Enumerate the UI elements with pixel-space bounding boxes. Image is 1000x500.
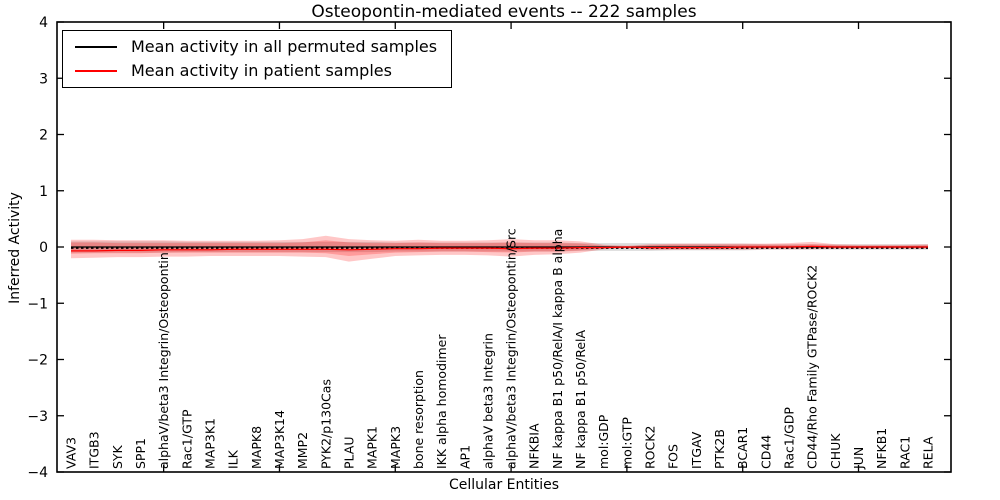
x-category-label: PLAU: [341, 437, 356, 470]
chart-title: Osteopontin-mediated events -- 222 sampl…: [311, 2, 697, 22]
y-tick-label: 3: [39, 71, 48, 87]
legend-label: Mean activity in all permuted samples: [131, 37, 438, 56]
x-category-label: BCAR1: [735, 427, 750, 469]
x-category-label: RELA: [921, 436, 936, 469]
x-category-label: NF kappa B1 p50/RelA: [573, 329, 588, 469]
x-category-label: CD44/Rho Family GTPase/ROCK2: [805, 265, 820, 469]
y-tick-label: 4: [39, 15, 48, 31]
y-tick-label: 1: [39, 184, 48, 200]
x-category-label: mol:GTP: [619, 417, 634, 469]
x-category-label: NFKB1: [874, 428, 889, 469]
legend-item-patient: Mean activity in patient samples: [75, 61, 437, 80]
legend-line-sample-black: [75, 45, 117, 48]
legend-label: Mean activity in patient samples: [131, 61, 392, 80]
x-category-label: Rac1/GTP: [179, 409, 194, 469]
x-category-label: SYK: [110, 444, 125, 469]
series-line-patient: [71, 245, 928, 252]
y-tick-label: −1: [27, 296, 48, 312]
x-category-label: bone resorption: [411, 370, 426, 469]
x-axis-label: Cellular Entities: [448, 477, 560, 493]
x-category-label: IKK alpha homodimer: [434, 334, 449, 469]
x-category-label: FOS: [666, 444, 681, 469]
x-category-label: CD44: [758, 435, 773, 469]
x-category-label: MAPK1: [365, 426, 380, 469]
y-axis-label: Inferred Activity: [7, 192, 23, 304]
x-category-label: ROCK2: [643, 426, 658, 469]
x-category-label: MMP2: [295, 432, 310, 469]
legend-item-permuted: Mean activity in all permuted samples: [75, 37, 437, 56]
x-category-label: ILK: [226, 449, 241, 469]
x-category-label: ITGB3: [87, 431, 102, 469]
x-category-label: PYK2/p130Cas: [318, 379, 333, 469]
y-tick-label: 0: [39, 240, 48, 256]
x-category-label: JUN: [851, 447, 866, 470]
y-tick-label: 2: [39, 128, 48, 144]
legend-line-sample-red: [75, 69, 117, 72]
y-tick-label: −3: [27, 409, 48, 425]
x-category-label: SPP1: [133, 438, 148, 469]
x-category-label: alphaV beta3 Integrin: [480, 333, 495, 469]
x-category-label: PTK2B: [712, 429, 727, 469]
x-category-label: MAPK8: [249, 426, 264, 469]
y-tick-label: −2: [27, 353, 48, 369]
x-category-label: alphaV/beta3 Integrin/Osteopontin/Src: [504, 228, 519, 469]
x-category-label: NF kappa B1 p50/RelA/I kappa B alpha: [550, 229, 565, 469]
x-category-label: MAPK3: [388, 426, 403, 469]
x-category-label: CHUK: [828, 433, 843, 469]
x-category-label: RAC1: [897, 436, 912, 469]
legend: Mean activity in all permuted samples Me…: [62, 30, 453, 88]
x-category-label: alphaV/beta3 Integrin/Osteopontin: [156, 252, 171, 469]
x-category-label: MAP3K1: [202, 418, 217, 469]
x-category-label: VAV3: [64, 437, 79, 469]
x-category-label: NFKBIA: [527, 423, 542, 469]
x-category-label: ITGAV: [689, 431, 704, 469]
x-category-label: AP1: [457, 445, 472, 469]
x-category-label: Rac1/GDP: [782, 407, 797, 469]
x-category-label: MAP3K14: [272, 410, 287, 469]
x-category-label: mol:GDP: [596, 414, 611, 469]
y-tick-label: −4: [27, 465, 48, 481]
